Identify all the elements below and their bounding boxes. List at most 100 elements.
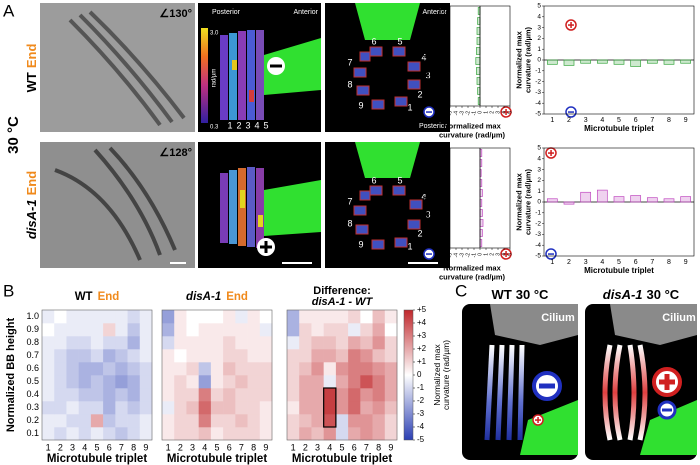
y-tick-label: 0.6 (438, 190, 447, 197)
y-tick-label: -3 (535, 231, 541, 238)
heatmap-cell (90, 427, 104, 441)
heatmap-cell (162, 388, 175, 402)
heatmap-cell (299, 362, 312, 376)
x-tick-label: 2 (567, 117, 571, 124)
strain: WT (492, 287, 512, 302)
x-tick-label: 0 (477, 111, 483, 114)
heatmap-cell (174, 310, 187, 324)
triplet-label: 6 (371, 175, 376, 185)
x-tick-label: 9 (684, 117, 688, 124)
x-tick-label: 1 (483, 111, 489, 114)
heatmap-cell (247, 349, 261, 363)
y-tick-label: 2 (537, 35, 541, 42)
y-tick-label: -2 (535, 78, 541, 85)
heatmap-cell (54, 388, 67, 402)
x-tick-label: 8 (251, 442, 256, 452)
heatmap-cell (323, 375, 337, 389)
triplet-label: 5 (397, 36, 402, 46)
heatmap-cell (335, 310, 349, 324)
heatmap-cell (42, 414, 55, 428)
heatmap-cell (348, 401, 361, 415)
heatmap-cell (247, 323, 261, 337)
x-tick-label: 5 (507, 111, 513, 114)
heatmap-cell (299, 401, 312, 415)
heatmap-cell (42, 349, 55, 363)
heatmap-cell (360, 310, 373, 324)
y-tick-label: 0.2 (438, 230, 447, 237)
heatmap-cell (103, 349, 116, 363)
heatmap-cell (162, 362, 175, 376)
heatmap-cell (174, 375, 187, 389)
heatmap-cell (323, 349, 337, 363)
x-tick-label: -3 (459, 111, 465, 116)
y-axis-label: Normalized max (514, 30, 523, 88)
temperature: 30 °C (647, 287, 680, 302)
heatmap-cell (115, 310, 128, 324)
heatmap-cell (247, 388, 261, 402)
heatmap-cell (259, 362, 273, 376)
heatmap-cell (66, 323, 79, 337)
bar (680, 196, 692, 203)
heatmap-cell (66, 414, 79, 428)
heatmap-cell (127, 401, 141, 415)
heatmap-cell (235, 375, 248, 389)
panel-label: B (3, 281, 14, 300)
heatmap-cell (323, 401, 337, 415)
plot-frame (41, 309, 153, 441)
heatmap-cell (103, 414, 116, 428)
colorbar-tick-label: +3 (417, 331, 427, 340)
heatmap-cell (42, 388, 55, 402)
x-tick-label: 3 (495, 111, 501, 114)
cilium-label: Cilium (541, 312, 575, 324)
y-tick-label: 0.2 (438, 88, 447, 95)
heatmap-cell (54, 310, 67, 324)
x-tick-label: 6 (352, 442, 357, 452)
end-label: End (466, 391, 477, 410)
heatmap-cell (78, 388, 92, 402)
bar (680, 59, 692, 64)
heatmap-cell (360, 388, 373, 402)
heatmap-cell (223, 401, 236, 415)
y-tick-label: 0.4 (438, 68, 447, 75)
x-axis-label: Microtubule triplet (47, 453, 147, 465)
heatmap-cell (198, 310, 212, 324)
heatmap-cell (384, 323, 398, 337)
heatmap-cell (162, 375, 175, 389)
heatmap-cell (287, 310, 300, 324)
heatmap-cell (287, 323, 300, 337)
y-tick-label: 0.3 (26, 402, 39, 412)
heatmap-cell (235, 349, 248, 363)
heatmap-cell (299, 388, 312, 402)
heatmap-cell (139, 414, 153, 428)
triplet-label: 9 (358, 100, 363, 110)
triplet-label: 4 (421, 191, 426, 201)
heatmap-cell (54, 336, 67, 350)
heatmap-cell (311, 375, 324, 389)
heatmap-cell (90, 401, 104, 415)
heatmap-cell (198, 401, 212, 415)
x-tick-label: 9 (388, 442, 393, 452)
heatmap-cell (115, 375, 128, 389)
x-axis-label: curvature (rad/µm) (439, 272, 506, 281)
temperature: 30 °C (516, 287, 549, 302)
heatmap-cell (103, 310, 116, 324)
heatmap-cell (348, 388, 361, 402)
heatmap-cell (90, 388, 104, 402)
y-tick-label: 0.8 (26, 337, 39, 347)
x-tick-label: -2 (465, 253, 471, 258)
heatmap-cell (348, 375, 361, 389)
x-tick-label: 1 (483, 253, 489, 256)
y-tick-label: 0 (537, 57, 541, 64)
colorbar-tick-label: -5 (417, 435, 425, 444)
heatmap-cell (198, 414, 212, 428)
heatmap-cell (235, 414, 248, 428)
heatmap-cell (115, 388, 128, 402)
x-axis-label: curvature (rad/µm) (439, 130, 506, 139)
y-tick-label: 1.0 (438, 150, 447, 157)
heatmap-cell (42, 310, 55, 324)
heatmap-cell (139, 388, 153, 402)
bar (663, 198, 675, 203)
y-tick-label: 0 (537, 199, 541, 206)
heatmap-cell (360, 427, 373, 441)
heatmap-cell (127, 427, 141, 441)
